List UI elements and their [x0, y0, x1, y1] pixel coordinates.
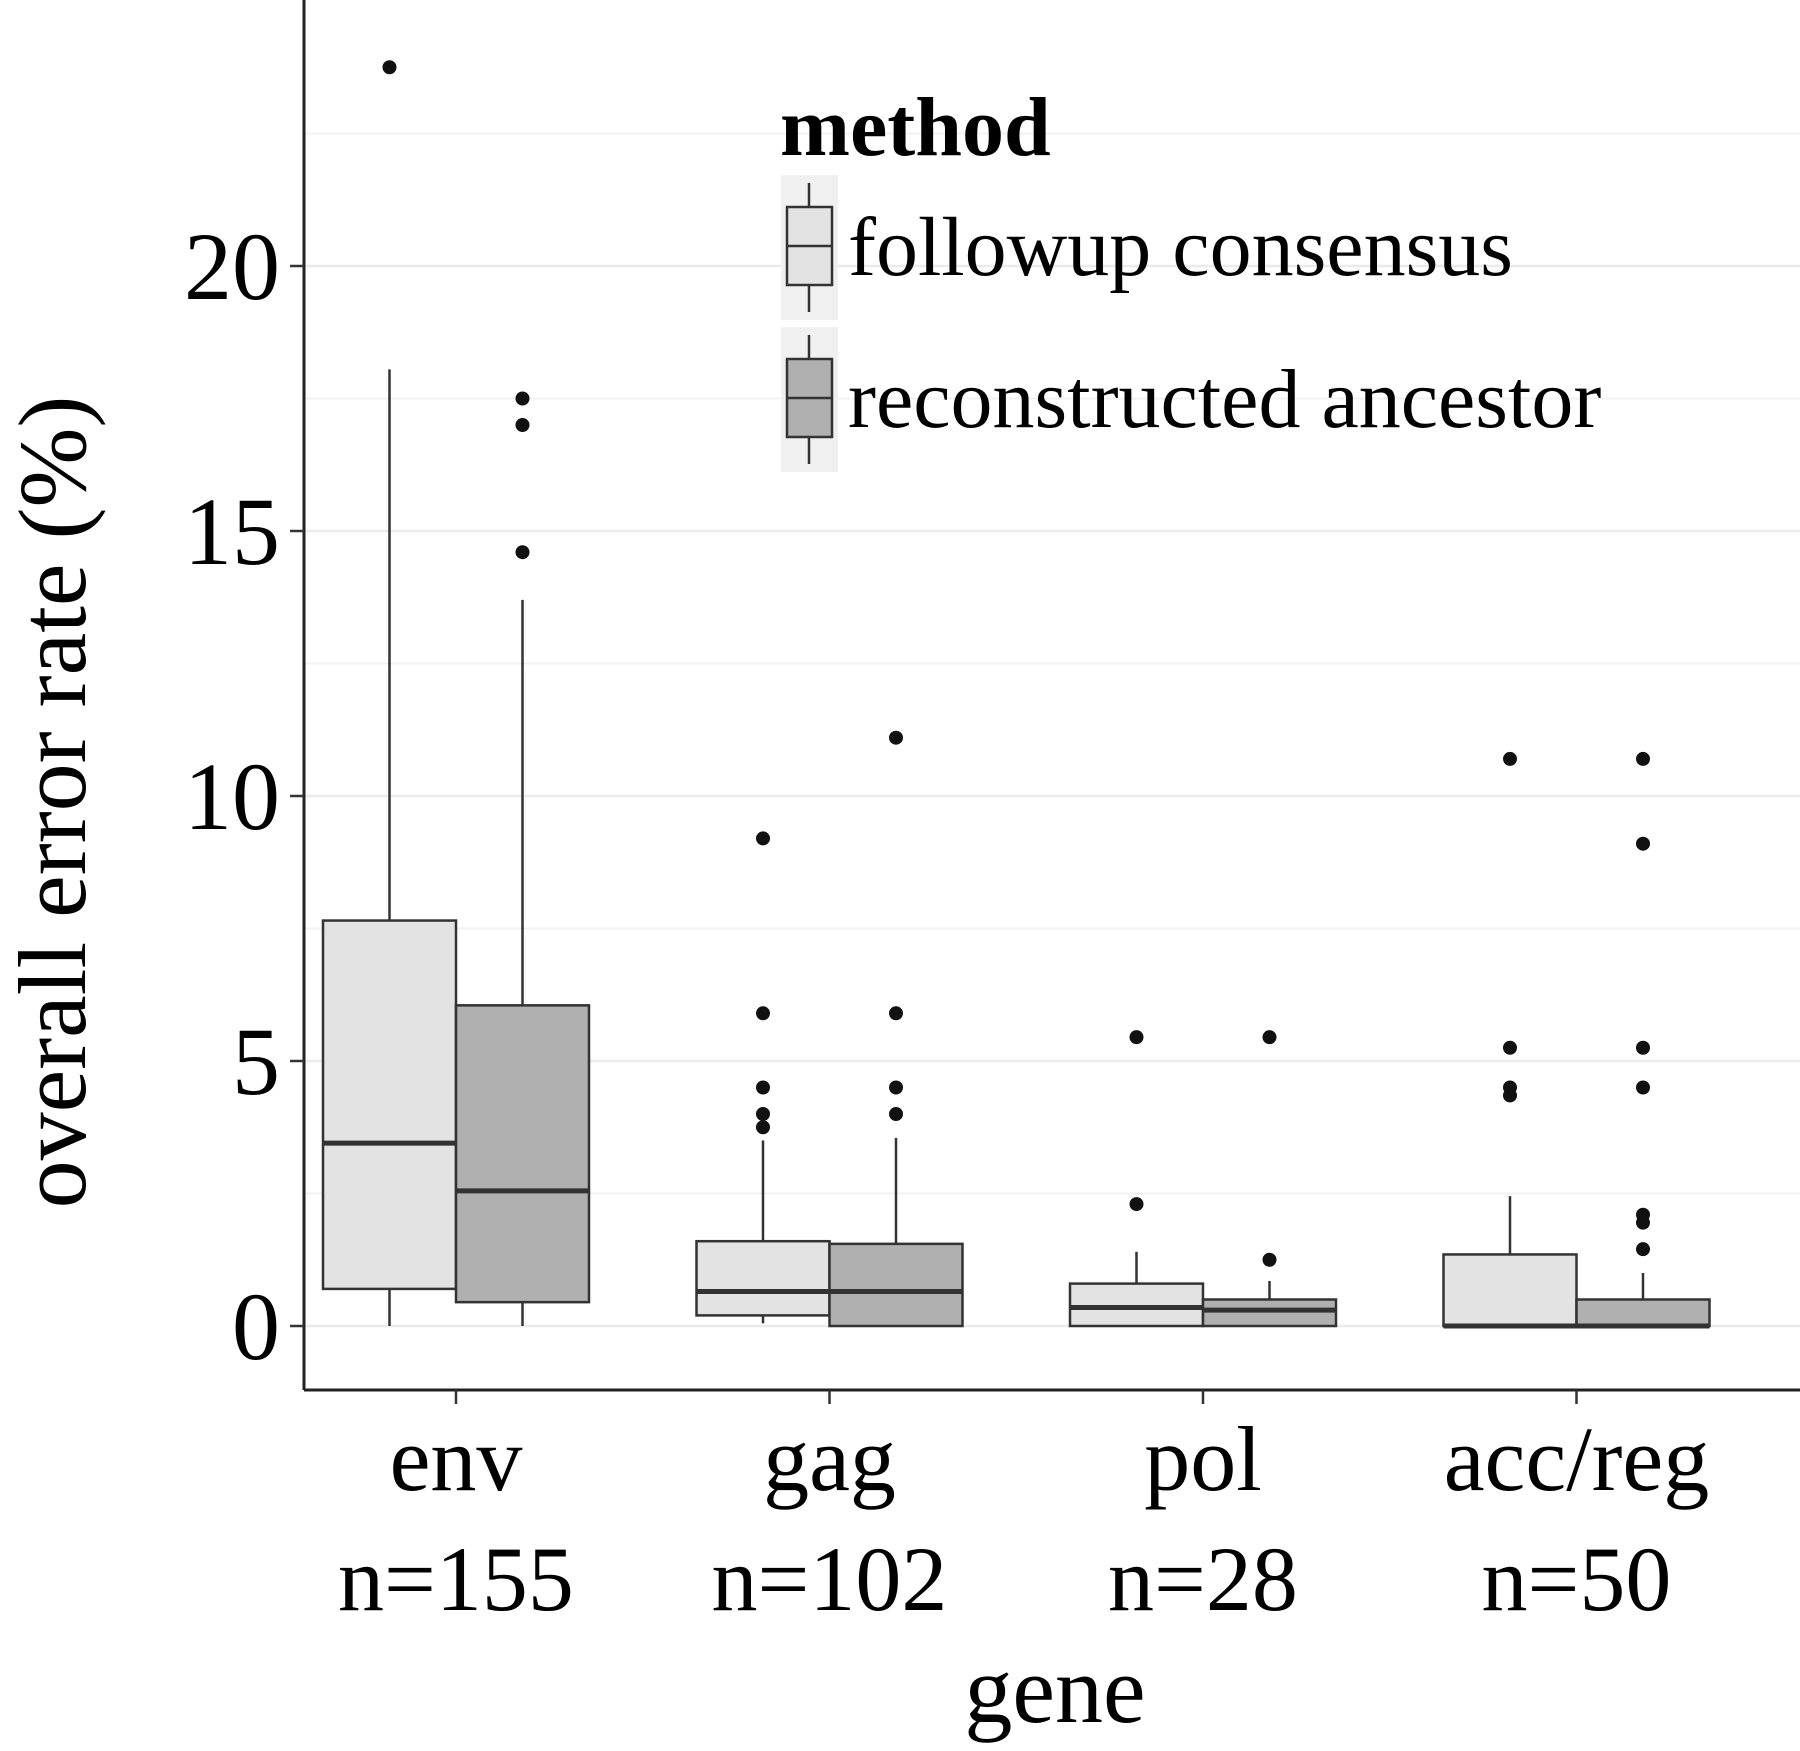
legend: method followup consensus reconstructed an…: [780, 81, 1601, 472]
outlier-point: [756, 1120, 770, 1135]
box-acc/reg-0: [1442, 751, 1578, 1329]
outlier-point: [1503, 1040, 1517, 1055]
outlier-point: [1636, 1242, 1650, 1257]
x-tick-label: pol: [1144, 1408, 1262, 1510]
box-body: [1575, 1298, 1711, 1328]
box-gag-0: [695, 831, 831, 1324]
box-pol-1: [1201, 1030, 1338, 1328]
outlier-point: [1636, 1040, 1650, 1055]
x-tick-label: gag: [763, 1408, 896, 1510]
box-body: [695, 1239, 831, 1317]
box-pol-0: [1068, 1030, 1205, 1328]
box-body: [828, 1242, 964, 1328]
y-tick-label: 0: [232, 1273, 280, 1380]
legend-key-1: [781, 327, 838, 472]
outlier-point: [515, 418, 530, 432]
box-body: [1068, 1282, 1205, 1328]
outlier-point: [1262, 1252, 1277, 1267]
outlier-point: [889, 1080, 903, 1095]
box-body: [1201, 1298, 1338, 1328]
outlier-point: [889, 1107, 903, 1121]
x-tick-count-label: n=50: [1482, 1528, 1672, 1630]
outlier-point: [1262, 1030, 1277, 1045]
outlier-point: [382, 60, 397, 75]
legend-label: reconstructed ancestor: [848, 353, 1601, 446]
y-tick-label: 5: [232, 1008, 280, 1115]
outlier-point: [1129, 1030, 1144, 1045]
y-tick-label: 20: [184, 213, 280, 320]
box-body: [321, 919, 458, 1291]
box-acc/reg-1: [1575, 751, 1711, 1329]
y-axis-title: overall error rate (%): [0, 396, 106, 1209]
outlier-point: [1636, 1207, 1650, 1222]
legend-title: method: [780, 81, 1051, 174]
outlier-point: [756, 831, 770, 846]
x-tick-count-label: n=102: [712, 1528, 948, 1630]
outlier-point: [515, 545, 530, 560]
axis-layer: 0 5 10 15 20 env n=155 gag n=102 pol n=28 acc/reg n=…: [184, 0, 1800, 1630]
outlier-point: [1636, 751, 1650, 766]
legend-label: followup consensus: [848, 201, 1513, 294]
box-gag-1: [828, 730, 964, 1328]
x-tick-count-label: n=155: [338, 1528, 574, 1630]
outlier-point: [1636, 836, 1650, 851]
outlier-point: [756, 1107, 770, 1121]
box-layer: [321, 60, 1711, 1329]
outlier-point: [756, 1080, 770, 1095]
outlier-point: [515, 391, 530, 406]
box-body: [1442, 1253, 1578, 1328]
outlier-point: [889, 1006, 903, 1021]
y-tick-label: 15: [184, 478, 280, 585]
x-tick-label: acc/reg: [1444, 1408, 1710, 1510]
outlier-point: [1503, 751, 1517, 766]
x-tick-count-label: n=28: [1108, 1528, 1298, 1630]
outlier-point: [756, 1006, 770, 1021]
outlier-point: [1503, 1080, 1517, 1095]
x-axis-title: gene: [964, 1636, 1145, 1743]
outlier-point: [1636, 1080, 1650, 1095]
outlier-point: [889, 730, 903, 745]
box-body: [454, 1004, 591, 1304]
x-tick-label: env: [390, 1408, 523, 1510]
legend-key-0: [781, 175, 838, 320]
y-tick-label: 10: [184, 743, 280, 850]
outlier-point: [1129, 1197, 1144, 1212]
box-env-1: [454, 391, 591, 1326]
box-env-0: [321, 60, 458, 1326]
